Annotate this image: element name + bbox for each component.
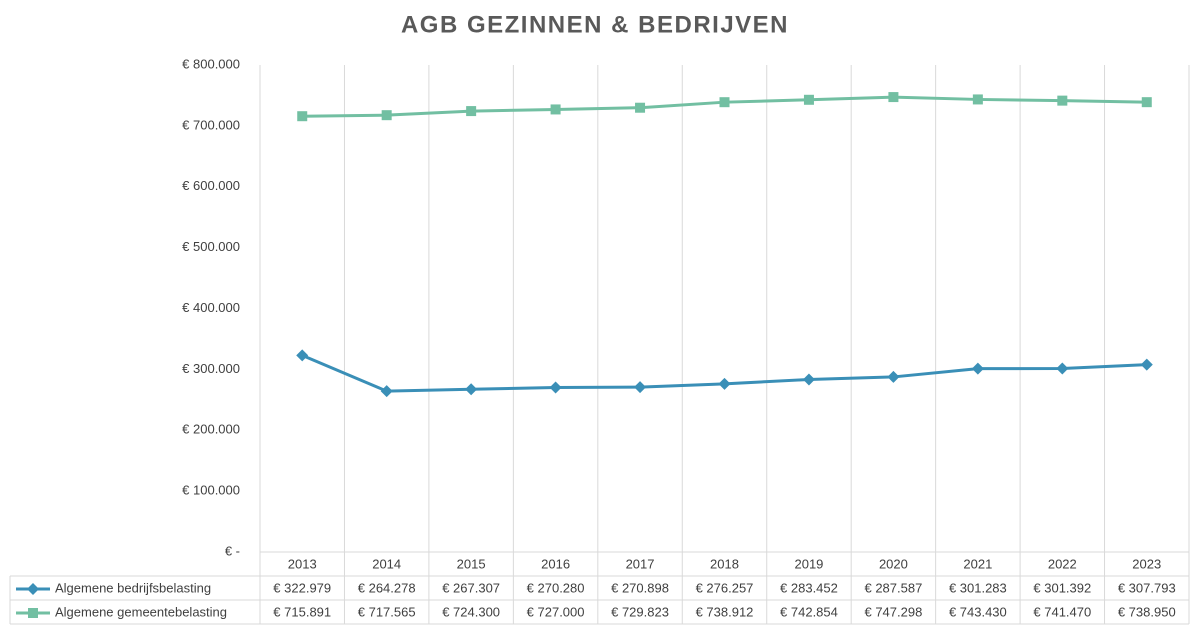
table-value: € 301.283 xyxy=(949,580,1007,595)
table-value: € 267.307 xyxy=(442,580,500,595)
table-value: € 738.912 xyxy=(696,604,754,619)
table-value: € 729.823 xyxy=(611,604,669,619)
data-point xyxy=(718,377,731,390)
y-tick-label: € 200.000 xyxy=(182,422,240,437)
data-point xyxy=(1057,95,1068,106)
data-point xyxy=(634,381,647,394)
data-point xyxy=(1140,358,1153,371)
table-value: € 738.950 xyxy=(1118,604,1176,619)
table-value: € 727.000 xyxy=(527,604,585,619)
data-point xyxy=(1056,362,1069,375)
y-tick-label: € 700.000 xyxy=(182,117,240,132)
x-tick-label: 2020 xyxy=(879,556,908,571)
table-value: € 717.565 xyxy=(358,604,416,619)
legend-label: Algemene gemeentebelasting xyxy=(55,604,227,619)
data-point xyxy=(972,94,983,105)
table-value: € 741.470 xyxy=(1033,604,1091,619)
x-tick-label: 2021 xyxy=(963,556,992,571)
x-tick-label: 2022 xyxy=(1048,556,1077,571)
data-point xyxy=(1141,97,1152,108)
table-value: € 283.452 xyxy=(780,580,838,595)
data-point xyxy=(888,92,899,103)
y-tick-label: € 800.000 xyxy=(182,56,240,71)
x-tick-label: 2013 xyxy=(288,556,317,571)
x-tick-label: 2016 xyxy=(541,556,570,571)
y-tick-label: € 100.000 xyxy=(182,483,240,498)
table-value: € 307.793 xyxy=(1118,580,1176,595)
data-point xyxy=(550,104,561,115)
table-value: € 264.278 xyxy=(358,580,416,595)
y-tick-label: € 300.000 xyxy=(182,361,240,376)
table-value: € 747.298 xyxy=(864,604,922,619)
table-value: € 724.300 xyxy=(442,604,500,619)
data-point xyxy=(381,110,392,121)
x-tick-label: 2018 xyxy=(710,556,739,571)
table-value: € 301.392 xyxy=(1033,580,1091,595)
data-point xyxy=(971,362,984,375)
data-point xyxy=(549,381,562,394)
y-tick-label: € 600.000 xyxy=(182,178,240,193)
data-point xyxy=(296,349,309,362)
legend-label: Algemene bedrijfsbelasting xyxy=(55,580,211,595)
data-point xyxy=(887,370,900,383)
data-point xyxy=(635,102,646,113)
table-value: € 742.854 xyxy=(780,604,838,619)
x-tick-label: 2017 xyxy=(626,556,655,571)
y-tick-label: € - xyxy=(225,543,240,558)
data-point xyxy=(802,373,815,386)
table-value: € 276.257 xyxy=(696,580,754,595)
table-value: € 743.430 xyxy=(949,604,1007,619)
x-tick-label: 2014 xyxy=(372,556,401,571)
data-point xyxy=(466,106,477,117)
x-tick-label: 2015 xyxy=(457,556,486,571)
chart-title: AGB GEZINNEN & BEDRIJVEN xyxy=(401,11,789,38)
table-value: € 322.979 xyxy=(273,580,331,595)
table-value: € 287.587 xyxy=(864,580,922,595)
table-value: € 270.898 xyxy=(611,580,669,595)
y-tick-label: € 500.000 xyxy=(182,239,240,254)
data-point xyxy=(465,383,478,396)
x-tick-label: 2023 xyxy=(1132,556,1161,571)
data-point xyxy=(297,111,308,122)
legend-marker xyxy=(28,608,38,618)
data-point xyxy=(380,385,393,398)
data-point xyxy=(719,97,730,108)
legend-marker xyxy=(27,583,39,595)
table-value: € 270.280 xyxy=(527,580,585,595)
y-tick-label: € 400.000 xyxy=(182,300,240,315)
x-tick-label: 2019 xyxy=(794,556,823,571)
table-value: € 715.891 xyxy=(273,604,331,619)
data-point xyxy=(803,94,814,105)
